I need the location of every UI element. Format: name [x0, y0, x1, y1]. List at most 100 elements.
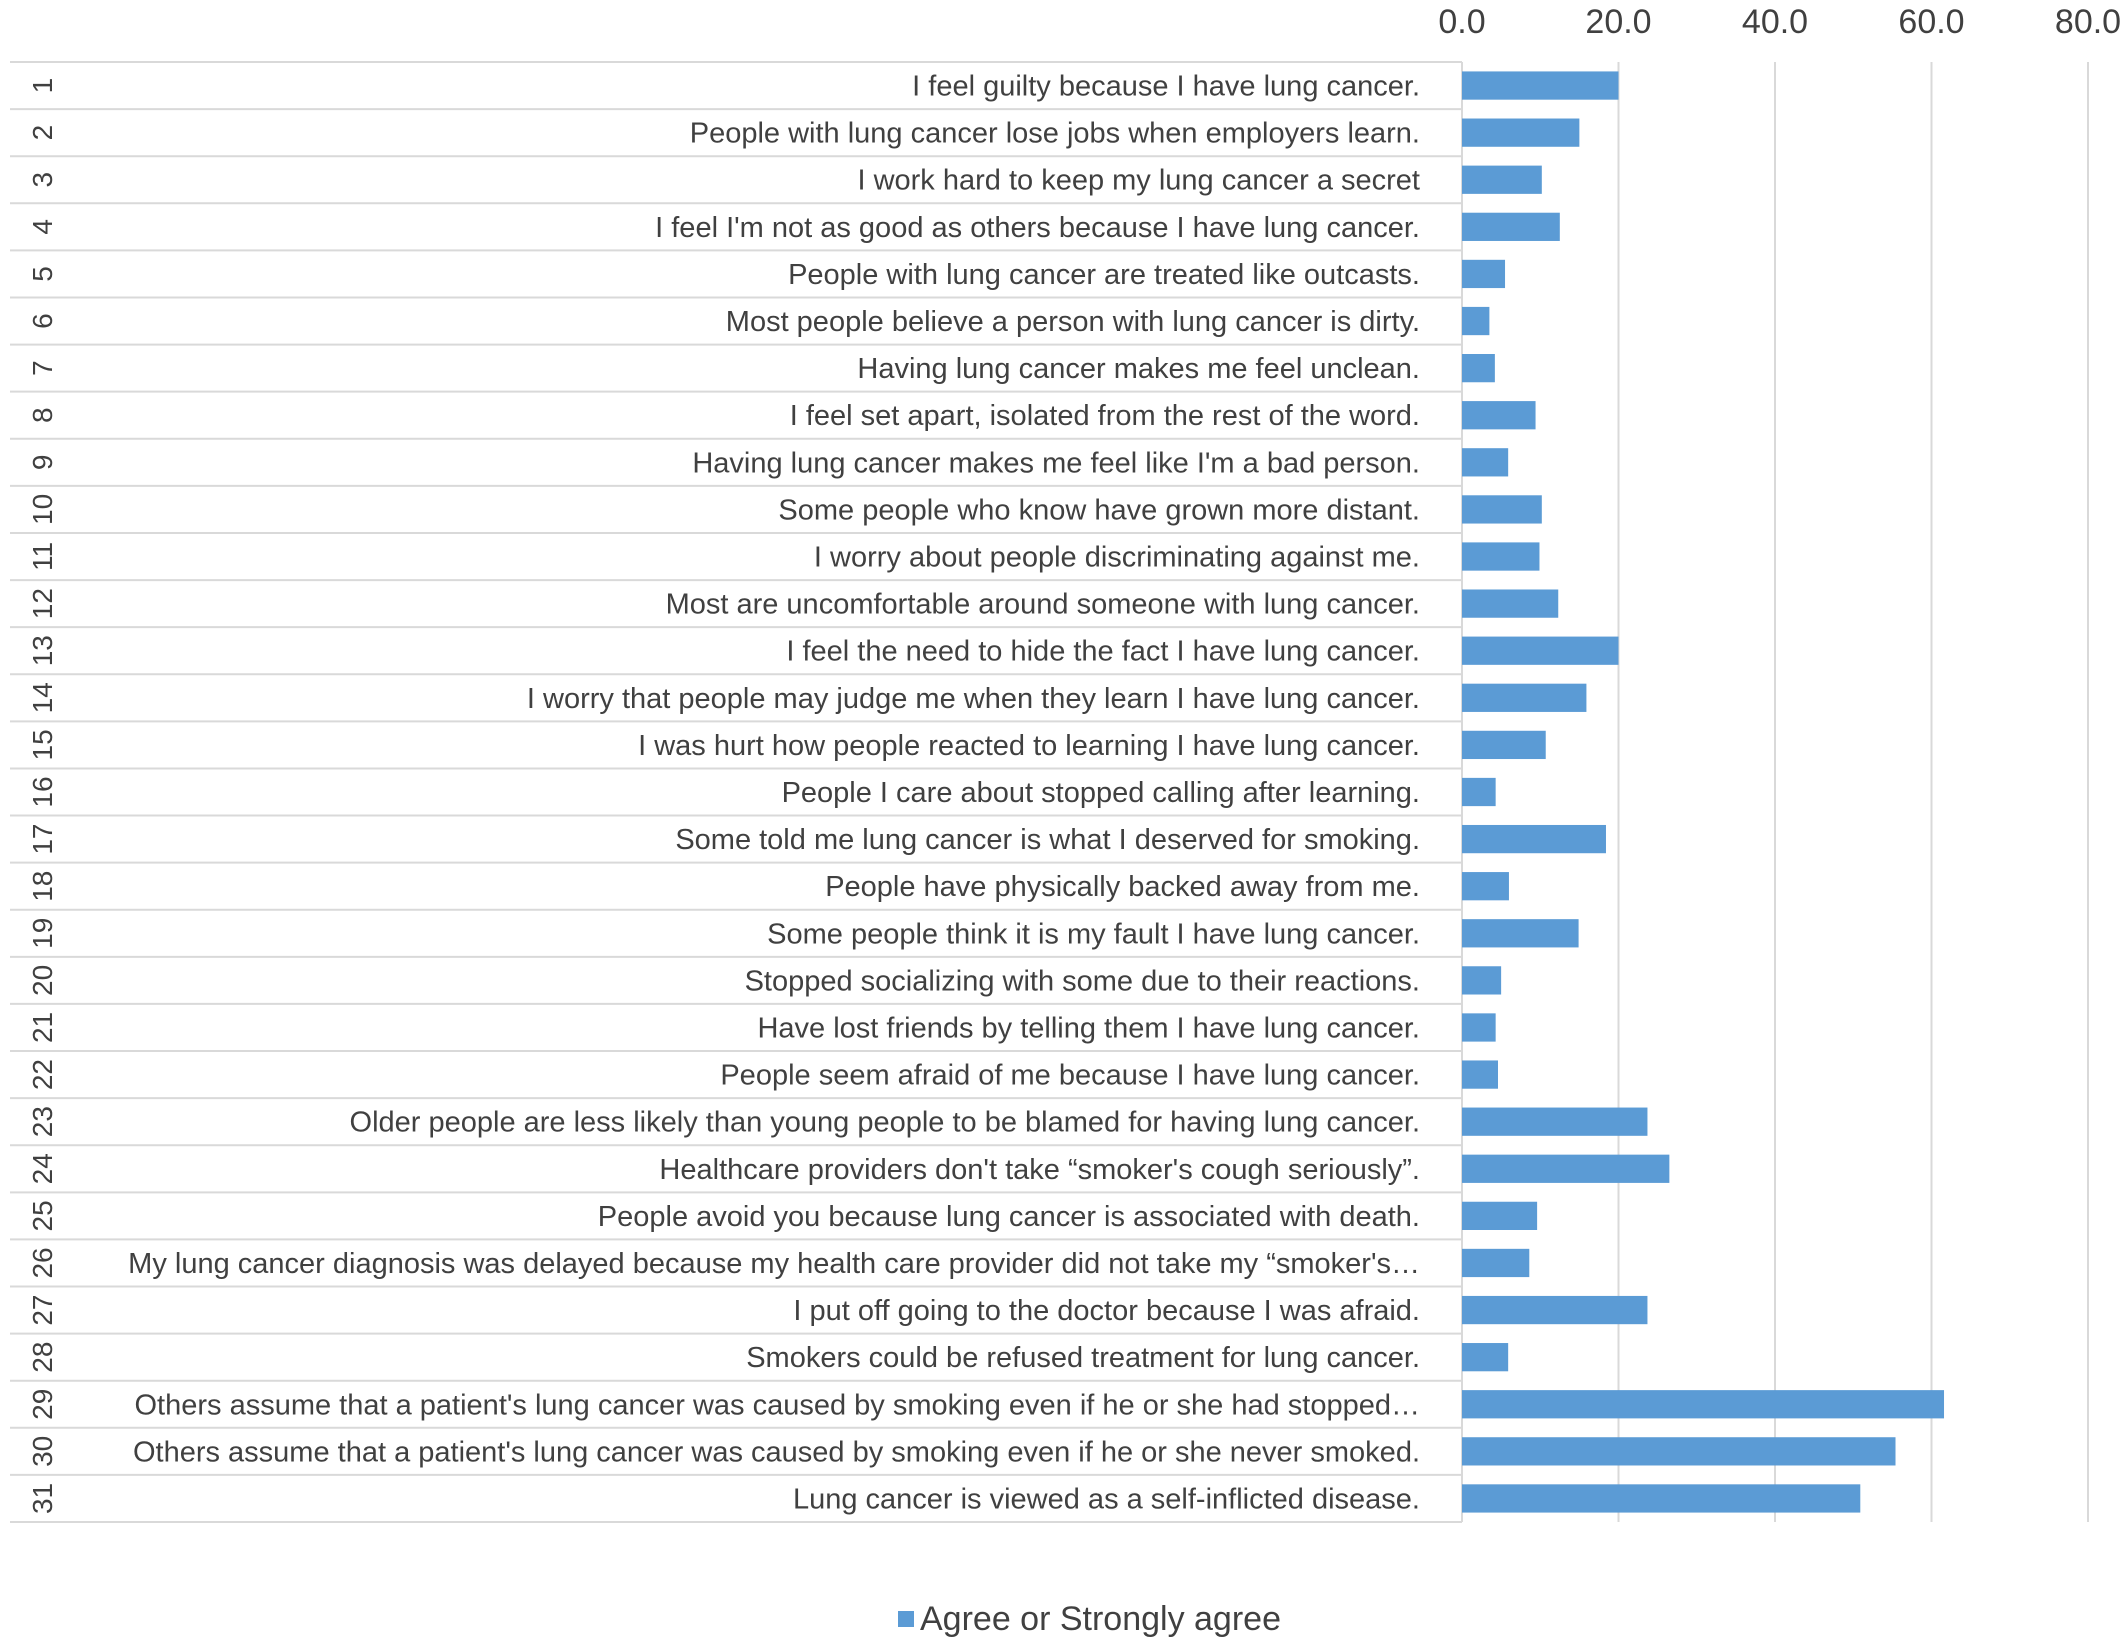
category-number-6: 6 — [27, 313, 58, 329]
bar-17 — [1462, 824, 1606, 854]
category-number-2: 2 — [27, 125, 58, 141]
grid-layer — [1461, 62, 2089, 1522]
category-number-10: 10 — [27, 494, 58, 525]
category-label-18: People have physically backed away from … — [825, 871, 1420, 903]
category-number-24: 24 — [27, 1153, 58, 1184]
bar-20 — [1462, 966, 1502, 995]
bar-22 — [1462, 1060, 1498, 1089]
category-label-21: Have lost friends by telling them I have… — [757, 1012, 1420, 1044]
category-number-27: 27 — [27, 1294, 58, 1325]
category-label-11: I worry about people discriminating agai… — [814, 542, 1420, 574]
category-label-23: Older people are less likely than young … — [350, 1107, 1420, 1139]
bar-12 — [1462, 589, 1559, 618]
category-number-31: 31 — [27, 1483, 58, 1514]
category-number-8: 8 — [27, 407, 58, 423]
bar-14 — [1462, 683, 1587, 712]
category-label-9: Having lung cancer makes me feel like I'… — [692, 447, 1420, 479]
bar-30 — [1462, 1437, 1896, 1466]
x-axis-ticks: 0.0 20.0 40.0 60.0 80.0 — [1438, 3, 2121, 41]
category-label-20: Stopped socializing with some due to the… — [745, 965, 1420, 997]
category-number-14: 14 — [27, 682, 58, 713]
category-number-13: 13 — [27, 635, 58, 666]
category-label-6: Most people believe a person with lung c… — [726, 306, 1420, 338]
category-label-12: Most are uncomfortable around someone wi… — [666, 589, 1420, 621]
bar-10 — [1462, 495, 1542, 524]
bar-2 — [1462, 118, 1580, 147]
bar-15 — [1462, 730, 1546, 760]
legend-swatch — [898, 1611, 914, 1627]
bar-6 — [1462, 306, 1490, 336]
bar-21 — [1462, 1013, 1496, 1042]
category-label-26: My lung cancer diagnosis was delayed bec… — [128, 1248, 1420, 1280]
category-label-19: Some people think it is my fault I have … — [767, 918, 1420, 950]
legend: Agree or Strongly agree — [898, 1600, 1281, 1638]
category-number-25: 25 — [27, 1200, 58, 1231]
category-label-2: People with lung cancer lose jobs when e… — [690, 118, 1420, 150]
category-label-15: I was hurt how people reacted to learnin… — [638, 730, 1420, 762]
bar-29 — [1462, 1390, 1945, 1419]
category-label-17: Some told me lung cancer is what I deser… — [675, 824, 1420, 856]
category-label-13: I feel the need to hide the fact I have … — [786, 636, 1420, 668]
category-label-27: I put off going to the doctor because I … — [793, 1295, 1420, 1327]
category-label-1: I feel guilty because I have lung cancer… — [912, 71, 1420, 103]
category-number-26: 26 — [27, 1247, 58, 1278]
category-label-7: Having lung cancer makes me feel unclean… — [857, 353, 1420, 385]
bar-19 — [1462, 919, 1579, 948]
bar-3 — [1462, 165, 1542, 194]
category-label-29: Others assume that a patient's lung canc… — [135, 1389, 1421, 1421]
category-label-10: Some people who know have grown more dis… — [778, 494, 1420, 526]
category-number-23: 23 — [27, 1106, 58, 1137]
category-number-9: 9 — [27, 455, 58, 471]
category-label-31: Lung cancer is viewed as a self-inflicte… — [793, 1483, 1420, 1515]
bar-31 — [1462, 1484, 1861, 1513]
bar-23 — [1462, 1107, 1648, 1136]
category-label-3: I work hard to keep my lung cancer a sec… — [857, 165, 1420, 197]
category-number-18: 18 — [27, 871, 58, 902]
category-label-16: People I care about stopped calling afte… — [782, 777, 1420, 809]
legend-label: Agree or Strongly agree — [920, 1600, 1281, 1638]
category-label-25: People avoid you because lung cancer is … — [598, 1201, 1420, 1233]
category-number-28: 28 — [27, 1342, 58, 1373]
category-number-3: 3 — [27, 172, 58, 188]
category-number-12: 12 — [27, 588, 58, 619]
category-number-19: 19 — [27, 918, 58, 949]
category-number-16: 16 — [27, 776, 58, 807]
category-label-8: I feel set apart, isolated from the rest… — [790, 400, 1420, 432]
category-number-29: 29 — [27, 1389, 58, 1420]
bar-28 — [1462, 1343, 1509, 1372]
category-number-30: 30 — [27, 1436, 58, 1467]
category-number-7: 7 — [27, 360, 58, 376]
category-label-5: People with lung cancer are treated like… — [788, 259, 1420, 291]
category-label-30: Others assume that a patient's lung canc… — [133, 1436, 1420, 1468]
bar-5 — [1462, 259, 1506, 289]
rows-layer: I feel guilty because I have lung cancer… — [10, 61, 1462, 1523]
bar-7 — [1462, 354, 1495, 383]
category-number-5: 5 — [27, 266, 58, 282]
bar-8 — [1462, 401, 1536, 430]
bar-24 — [1462, 1154, 1670, 1183]
category-label-22: People seem afraid of me because I have … — [720, 1060, 1420, 1092]
category-number-21: 21 — [27, 1012, 58, 1043]
bar-25 — [1462, 1201, 1538, 1230]
x-tick-label-1: 20.0 — [1585, 3, 1651, 41]
bar-26 — [1462, 1248, 1530, 1278]
x-tick-label-3: 60.0 — [1898, 3, 1964, 41]
bar-27 — [1462, 1295, 1648, 1325]
category-label-24: Healthcare providers don't take “smoker'… — [659, 1154, 1420, 1186]
bar-9 — [1462, 448, 1509, 477]
bar-1 — [1462, 71, 1619, 100]
category-label-14: I worry that people may judge me when th… — [527, 683, 1420, 715]
category-number-1: 1 — [27, 78, 58, 94]
category-number-11: 11 — [27, 542, 58, 571]
bar-18 — [1462, 872, 1509, 901]
x-tick-label-0: 0.0 — [1438, 3, 1485, 41]
category-number-22: 22 — [27, 1059, 58, 1090]
x-tick-label-2: 40.0 — [1742, 3, 1808, 41]
x-tick-label-4: 80.0 — [2055, 3, 2121, 41]
category-number-17: 17 — [27, 824, 58, 855]
category-number-4: 4 — [27, 219, 58, 235]
bar-13 — [1462, 636, 1619, 665]
bar-4 — [1462, 212, 1560, 241]
